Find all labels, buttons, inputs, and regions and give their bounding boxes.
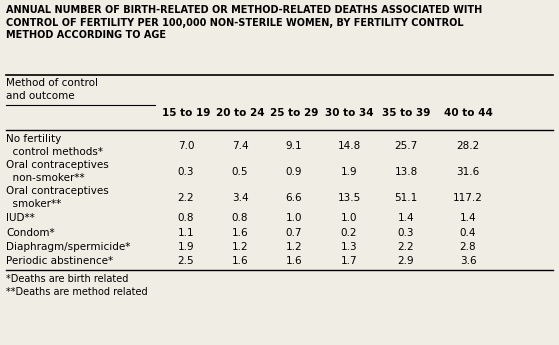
Text: 1.2: 1.2 bbox=[286, 242, 302, 252]
Text: 25.7: 25.7 bbox=[395, 141, 418, 151]
Text: *Deaths are birth related: *Deaths are birth related bbox=[6, 274, 129, 284]
Text: 13.8: 13.8 bbox=[395, 167, 418, 177]
Text: ANNUAL NUMBER OF BIRTH-RELATED OR METHOD-RELATED DEATHS ASSOCIATED WITH: ANNUAL NUMBER OF BIRTH-RELATED OR METHOD… bbox=[6, 5, 482, 15]
Text: 6.6: 6.6 bbox=[286, 193, 302, 203]
Text: 40 to 44: 40 to 44 bbox=[443, 108, 492, 118]
Text: 1.1: 1.1 bbox=[178, 228, 195, 238]
Text: 28.2: 28.2 bbox=[456, 141, 480, 151]
Text: 9.1: 9.1 bbox=[286, 141, 302, 151]
Text: 30 to 34: 30 to 34 bbox=[325, 108, 373, 118]
Text: 1.0: 1.0 bbox=[341, 213, 357, 223]
Text: Periodic abstinence*: Periodic abstinence* bbox=[6, 256, 113, 266]
Text: 25 to 29: 25 to 29 bbox=[270, 108, 318, 118]
Text: Method of control: Method of control bbox=[6, 78, 98, 88]
Text: **Deaths are method related: **Deaths are method related bbox=[6, 287, 148, 297]
Text: 117.2: 117.2 bbox=[453, 193, 483, 203]
Text: 2.8: 2.8 bbox=[459, 242, 476, 252]
Text: 1.3: 1.3 bbox=[340, 242, 357, 252]
Text: 51.1: 51.1 bbox=[395, 193, 418, 203]
Text: 2.5: 2.5 bbox=[178, 256, 195, 266]
Text: 0.3: 0.3 bbox=[398, 228, 414, 238]
Text: 1.2: 1.2 bbox=[231, 242, 248, 252]
Text: 0.8: 0.8 bbox=[232, 213, 248, 223]
Text: Diaphragm/spermicide*: Diaphragm/spermicide* bbox=[6, 242, 130, 252]
Text: 35 to 39: 35 to 39 bbox=[382, 108, 430, 118]
Text: 0.9: 0.9 bbox=[286, 167, 302, 177]
Text: 1.9: 1.9 bbox=[340, 167, 357, 177]
Text: 1.7: 1.7 bbox=[340, 256, 357, 266]
Text: 7.4: 7.4 bbox=[231, 141, 248, 151]
Text: 15 to 19: 15 to 19 bbox=[162, 108, 210, 118]
Text: 31.6: 31.6 bbox=[456, 167, 480, 177]
Text: METHOD ACCORDING TO AGE: METHOD ACCORDING TO AGE bbox=[6, 30, 166, 40]
Text: 2.2: 2.2 bbox=[397, 242, 414, 252]
Text: 2.9: 2.9 bbox=[397, 256, 414, 266]
Text: 2.2: 2.2 bbox=[178, 193, 195, 203]
Text: 1.0: 1.0 bbox=[286, 213, 302, 223]
Text: 0.4: 0.4 bbox=[459, 228, 476, 238]
Text: 7.0: 7.0 bbox=[178, 141, 194, 151]
Text: 0.7: 0.7 bbox=[286, 228, 302, 238]
Text: 0.8: 0.8 bbox=[178, 213, 194, 223]
Text: 1.9: 1.9 bbox=[178, 242, 195, 252]
Text: 3.6: 3.6 bbox=[459, 256, 476, 266]
Text: 14.8: 14.8 bbox=[338, 141, 361, 151]
Text: and outcome: and outcome bbox=[6, 91, 74, 101]
Text: IUD**: IUD** bbox=[6, 213, 35, 223]
Text: 1.6: 1.6 bbox=[286, 256, 302, 266]
Text: CONTROL OF FERTILITY PER 100,000 NON-STERILE WOMEN, BY FERTILITY CONTROL: CONTROL OF FERTILITY PER 100,000 NON-STE… bbox=[6, 18, 463, 28]
Text: 0.5: 0.5 bbox=[232, 167, 248, 177]
Text: 1.4: 1.4 bbox=[459, 213, 476, 223]
Text: Condom*: Condom* bbox=[6, 228, 55, 238]
Text: 1.4: 1.4 bbox=[397, 213, 414, 223]
Text: Oral contraceptives
  non-smoker**: Oral contraceptives non-smoker** bbox=[6, 160, 109, 183]
Text: 3.4: 3.4 bbox=[231, 193, 248, 203]
Text: Oral contraceptives
  smoker**: Oral contraceptives smoker** bbox=[6, 186, 109, 209]
Text: 1.6: 1.6 bbox=[231, 228, 248, 238]
Text: No fertility
  control methods*: No fertility control methods* bbox=[6, 134, 103, 157]
Text: 1.6: 1.6 bbox=[231, 256, 248, 266]
Text: 0.2: 0.2 bbox=[341, 228, 357, 238]
Text: 20 to 24: 20 to 24 bbox=[216, 108, 264, 118]
Text: 0.3: 0.3 bbox=[178, 167, 194, 177]
Text: 13.5: 13.5 bbox=[338, 193, 361, 203]
